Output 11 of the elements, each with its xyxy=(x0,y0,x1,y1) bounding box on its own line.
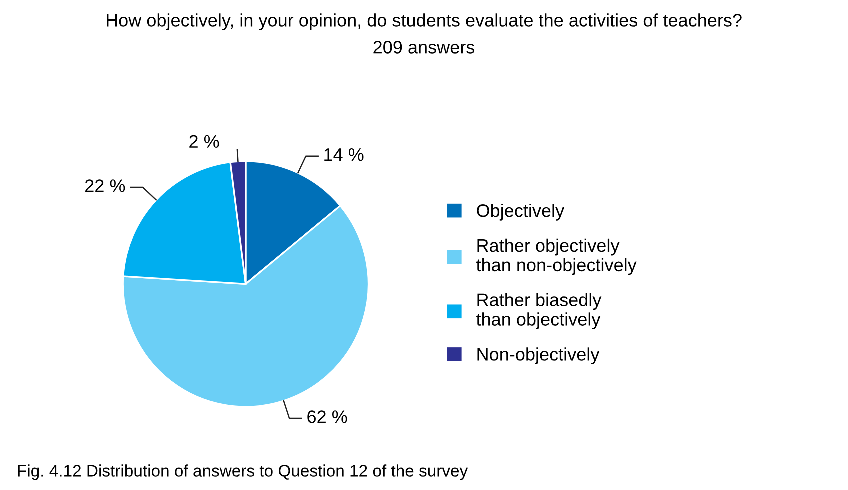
data-label: 14 % xyxy=(324,148,364,162)
legend-label: Rather objectively than non-objectively xyxy=(476,238,637,276)
legend-label: Non-objectively xyxy=(478,348,600,364)
data-label: 22 % xyxy=(86,180,126,192)
caption: Fig. 4.12 Distribution of answers to Question 12 of the survey xyxy=(18,464,468,480)
legend-label: Rather biasedly than objectively xyxy=(476,293,602,330)
legend-label: Objectively xyxy=(477,204,565,221)
chart-subtitle: 209 answers xyxy=(374,41,475,54)
data-label: 62 % xyxy=(308,410,348,424)
data-label: 2 % xyxy=(190,135,220,148)
chart-title: How objectively, in your opinion, do students evaluate the activities of teachers? xyxy=(107,14,742,30)
